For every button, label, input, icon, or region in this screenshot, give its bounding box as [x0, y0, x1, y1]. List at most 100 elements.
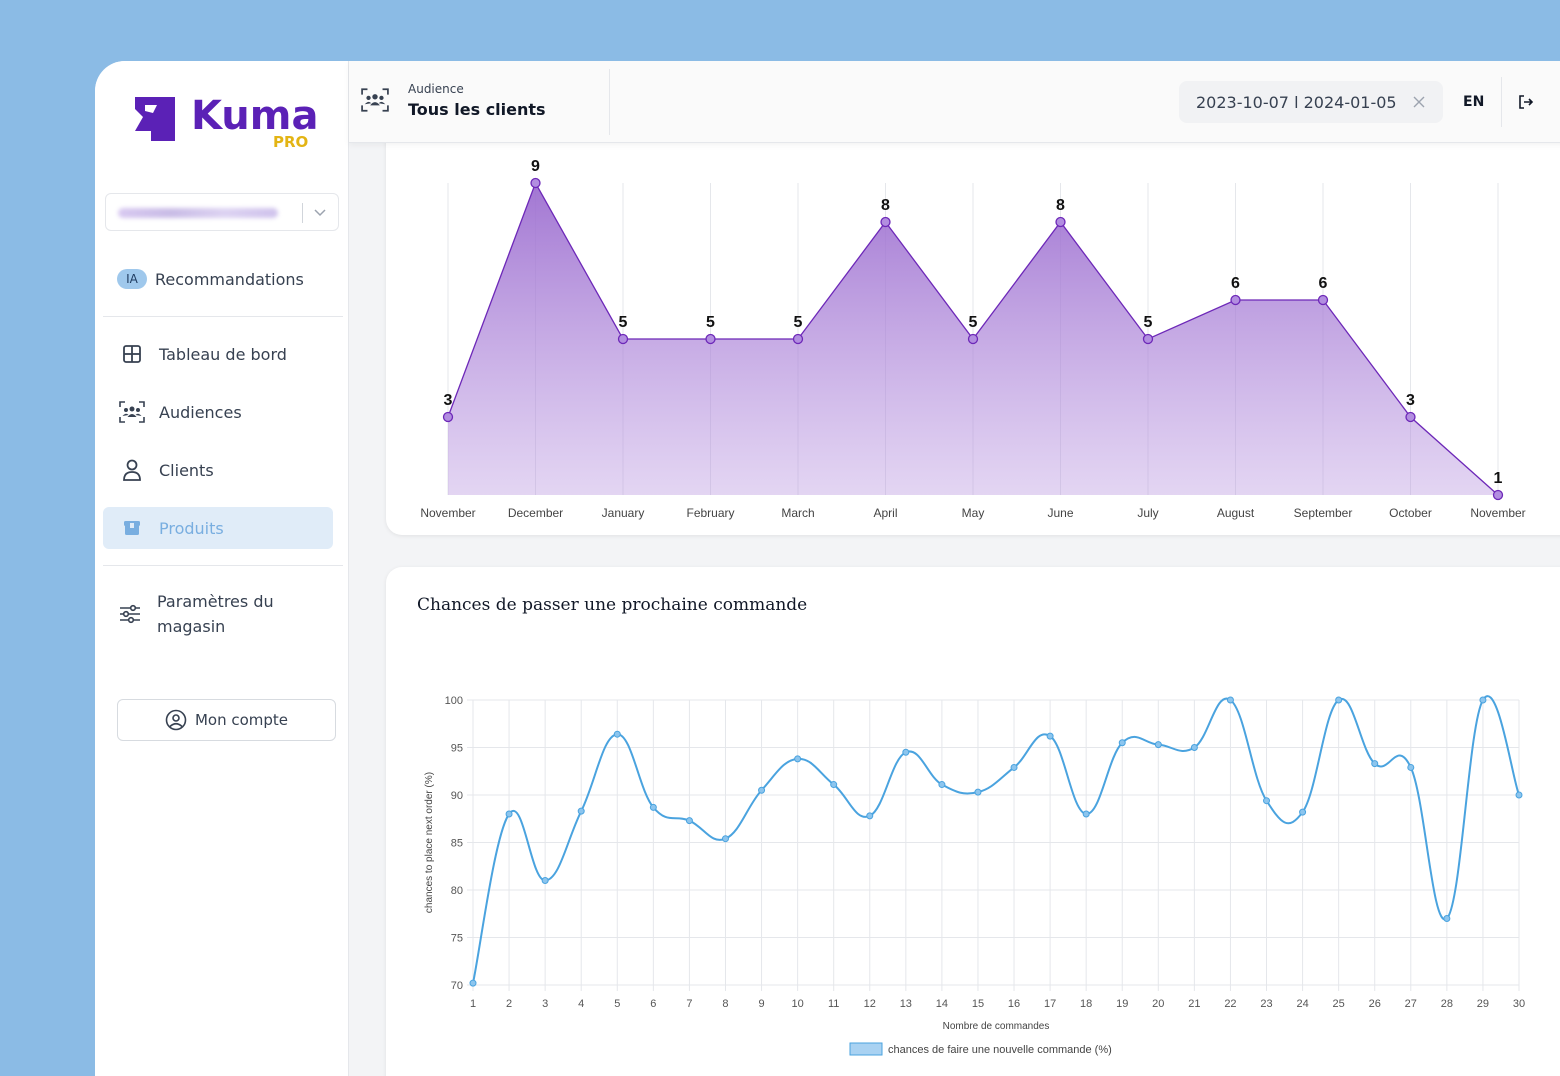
data-point [685, 817, 693, 825]
data-point [758, 786, 766, 794]
x-tick-label: 2 [506, 998, 512, 1010]
account-button[interactable]: Mon compte [117, 699, 336, 741]
sidebar-item-tableau-de-bord[interactable]: Tableau de bord [103, 333, 333, 375]
data-point [721, 835, 729, 843]
data-point [617, 333, 629, 345]
x-tick-label: January [602, 506, 645, 520]
data-label: 9 [531, 158, 540, 175]
data-point [830, 781, 838, 789]
data-point [1055, 216, 1066, 228]
data-point [541, 877, 549, 884]
data-point [1082, 810, 1090, 818]
legend-label: chances de faire une nouvelle commande (… [888, 1044, 1112, 1056]
data-point [974, 788, 982, 796]
close-icon[interactable] [1411, 94, 1427, 110]
select-separator [302, 203, 303, 223]
data-point [705, 333, 716, 345]
kuma-logo[interactable]: Kuma PRO [131, 91, 321, 155]
sidebar-item-produits[interactable]: Produits [103, 507, 333, 549]
x-tick-label: November [420, 506, 475, 520]
users-group-icon [119, 400, 145, 424]
nav-recommendations-label: Recommandations [155, 269, 304, 289]
x-tick-label: 28 [1441, 998, 1453, 1010]
chevron-down-icon [314, 209, 326, 217]
audience-selector[interactable]: Tous les clients [408, 100, 546, 119]
box-icon [119, 516, 145, 540]
date-range-picker[interactable]: 2023-10-07 l 2024-01-05 [1179, 81, 1443, 123]
x-tick-label: 13 [900, 998, 912, 1010]
data-point [938, 781, 946, 789]
data-point [1335, 696, 1343, 704]
x-tick-label: April [873, 506, 897, 520]
x-tick-label: 27 [1405, 998, 1417, 1010]
data-label: 5 [794, 314, 803, 331]
x-tick-label: 14 [936, 998, 948, 1010]
y-tick-label: 95 [451, 743, 463, 755]
data-point [866, 812, 874, 820]
data-point [1317, 294, 1329, 306]
store-selector[interactable] [105, 193, 339, 231]
x-tick-label: March [781, 506, 814, 520]
data-point [1190, 744, 1198, 751]
y-tick-label: 75 [451, 933, 463, 945]
data-point [505, 810, 513, 818]
x-tick-label: 24 [1296, 998, 1308, 1010]
x-tick-label: 3 [542, 998, 548, 1010]
x-tick-label: September [1294, 506, 1353, 520]
next-order-chart-card: Chances de passer une prochaine commande… [386, 567, 1560, 1076]
y-tick-label: 70 [451, 980, 463, 992]
x-tick-label: 6 [650, 998, 656, 1010]
logout-icon[interactable] [1517, 94, 1535, 110]
x-tick-label: 19 [1116, 998, 1128, 1010]
date-range-value: 2023-10-07 l 2024-01-05 [1196, 92, 1397, 112]
x-tick-label: 15 [972, 998, 984, 1010]
legend: chances de faire une nouvelle commande (… [849, 1042, 1112, 1056]
data-point [577, 807, 585, 815]
data-point [902, 748, 910, 756]
data-label: 5 [969, 314, 978, 331]
data-point [967, 333, 979, 345]
brand-name: Kuma [191, 93, 319, 139]
x-tick-label: 21 [1188, 998, 1200, 1010]
x-axis-label: Nombre de commandes [943, 1021, 1050, 1032]
sidebar-item-audiences[interactable]: Audiences [103, 391, 333, 433]
data-point [1154, 741, 1162, 749]
header-separator [1501, 77, 1502, 127]
data-label: 3 [444, 392, 453, 409]
nav-recommendations[interactable]: IA Recommandations [117, 265, 304, 293]
sidebar-item-label: Produits [159, 518, 224, 538]
sidebar-divider [103, 316, 343, 317]
data-point [1142, 333, 1154, 345]
grid-icon [119, 342, 145, 366]
data-point [1226, 696, 1234, 704]
data-label: 3 [1406, 392, 1415, 409]
header-separator [609, 69, 610, 135]
data-label: 1 [1494, 470, 1503, 487]
users-group-icon [361, 88, 389, 112]
x-tick-label: October [1389, 506, 1432, 520]
sidebar-item-clients[interactable]: Clients [103, 449, 333, 491]
x-tick-label: December [508, 506, 563, 520]
x-tick-label: November [1470, 506, 1525, 520]
language-switch[interactable]: EN [1463, 94, 1485, 110]
data-point [880, 216, 891, 228]
x-tick-label: 18 [1080, 998, 1092, 1010]
audience-label: Audience [408, 82, 464, 96]
x-tick-label: 20 [1152, 998, 1164, 1010]
x-tick-label: 9 [758, 998, 764, 1010]
data-point [1046, 732, 1054, 740]
kuma-bear-icon [135, 97, 175, 141]
data-label: 8 [1056, 197, 1065, 214]
data-label: 8 [881, 197, 890, 214]
data-point [469, 979, 477, 987]
monthly-area-chart: 3 9 5 5 5 8 5 8 5 6 6 3 1 November December January Febr… [420, 158, 1525, 520]
data-label: 5 [1144, 314, 1153, 331]
data-point [1118, 739, 1126, 747]
user-icon [119, 458, 145, 482]
y-tick-label: 100 [445, 695, 463, 707]
sidebar-item-parametres[interactable]: Paramètres du magasin [119, 589, 297, 639]
data-point [649, 803, 657, 811]
sidebar-item-label: Paramètres du magasin [157, 592, 274, 636]
x-tick-label: 8 [722, 998, 728, 1010]
